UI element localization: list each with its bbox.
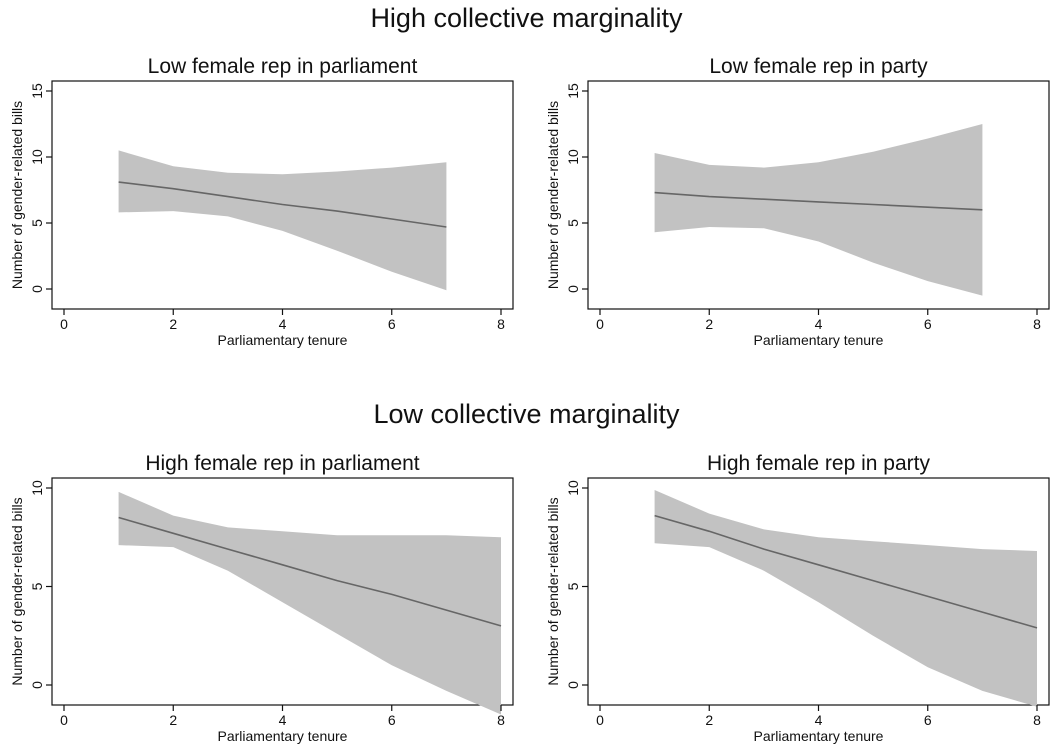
- x-tick-label-1-3: 6: [924, 316, 932, 332]
- x-tick-label-0-1: 2: [169, 316, 177, 332]
- x-tick-label-1-1: 2: [705, 316, 713, 332]
- y-tick-label-1-0: 0: [565, 285, 581, 293]
- confidence-band-0: [118, 150, 447, 291]
- x-axis-label-2: Parliamentary tenure: [218, 728, 348, 744]
- x-tick-label-2-3: 6: [388, 712, 396, 728]
- fitted-line-3: [654, 514, 1038, 629]
- x-tick-label-2-0: 0: [60, 712, 68, 728]
- y-tick-label-0-3: 15: [29, 83, 45, 99]
- y-axis-label-2: Number of gender-related bills: [9, 497, 25, 685]
- x-tick-label-3-2: 4: [815, 712, 823, 728]
- x-tick-label-2-2: 4: [279, 712, 287, 728]
- x-tick-label-3-1: 2: [705, 712, 713, 728]
- x-tick-label-1-2: 4: [815, 316, 823, 332]
- panel-title-1: Low female rep in party: [709, 55, 928, 78]
- section-title-low: Low collective marginality: [373, 399, 680, 429]
- section-title-high: High collective marginality: [370, 3, 683, 33]
- y-tick-label-2-0: 0: [29, 681, 45, 689]
- y-tick-label-3-1: 5: [565, 582, 581, 590]
- x-tick-label-0-3: 6: [388, 316, 396, 332]
- x-tick-label-2-4: 8: [497, 712, 505, 728]
- x-tick-label-1-4: 8: [1033, 316, 1041, 332]
- panel-title-3: High female rep in party: [707, 452, 930, 475]
- y-tick-label-3-2: 10: [565, 480, 581, 496]
- x-axis-label-1: Parliamentary tenure: [754, 332, 884, 348]
- y-tick-label-0-2: 10: [29, 149, 45, 165]
- y-tick-label-1-2: 10: [565, 149, 581, 165]
- x-tick-label-3-0: 0: [596, 712, 604, 728]
- y-tick-label-1-3: 15: [565, 83, 581, 99]
- panel-title-0: Low female rep in parliament: [148, 55, 418, 78]
- confidence-band-1: [654, 124, 983, 296]
- x-axis-label-3: Parliamentary tenure: [754, 728, 884, 744]
- panel-title-2: High female rep in parliament: [145, 452, 419, 475]
- x-tick-label-2-1: 2: [169, 712, 177, 728]
- fitted-line-1: [654, 191, 983, 211]
- x-tick-label-0-0: 0: [60, 316, 68, 332]
- x-axis-label-0: Parliamentary tenure: [218, 332, 348, 348]
- fitted-line-0: [118, 181, 447, 228]
- x-tick-label-3-4: 8: [1033, 712, 1041, 728]
- x-tick-label-3-3: 6: [924, 712, 932, 728]
- confidence-band-3: [654, 490, 1037, 707]
- x-tick-label-0-2: 4: [279, 316, 287, 332]
- x-tick-label-1-0: 0: [596, 316, 604, 332]
- y-axis-label-0: Number of gender-related bills: [9, 101, 25, 289]
- y-tick-label-3-0: 0: [565, 681, 581, 689]
- y-axis-label-1: Number of gender-related bills: [545, 101, 561, 289]
- y-tick-label-0-0: 0: [29, 285, 45, 293]
- y-tick-label-1-1: 5: [565, 219, 581, 227]
- x-tick-label-0-4: 8: [497, 316, 505, 332]
- fitted-line-2: [118, 516, 502, 627]
- y-tick-label-0-1: 5: [29, 219, 45, 227]
- y-tick-label-2-2: 10: [29, 480, 45, 496]
- y-axis-label-3: Number of gender-related bills: [545, 497, 561, 685]
- confidence-band-2: [118, 491, 501, 715]
- y-tick-label-2-1: 5: [29, 582, 45, 590]
